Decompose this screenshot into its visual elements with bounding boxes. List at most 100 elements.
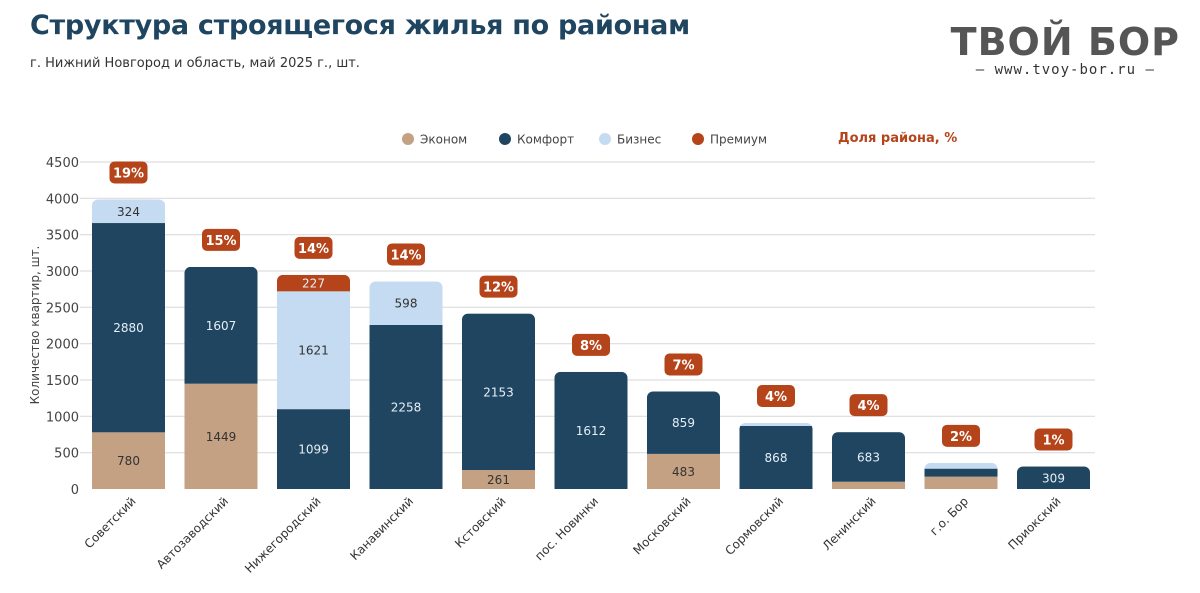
y-tick-label: 500 [54,447,79,462]
share-badge-label: 8% [580,339,602,354]
y-tick-label: 4500 [46,156,79,171]
bar-segment-komfort [277,409,350,489]
bar-stack [739,423,813,489]
y-tick-label: 3000 [46,265,79,280]
y-axis-label: Количество квартир, шт. [28,246,42,405]
bar-segment-econom [184,383,258,489]
logo-main-text: ТВОЙ БОР [950,20,1180,64]
share-badge-label: 2% [950,430,972,445]
share-badge-label: 19% [113,166,144,181]
share-badge-label: 4% [857,399,879,414]
bar-segment-komfort [554,371,628,489]
bar-stack [92,199,165,489]
legend-marker-komfort [499,133,511,145]
bar-value-label: 780 [117,454,140,468]
legend-label-biznes: Бизнес [617,133,661,147]
bar-value-label: 483 [672,465,695,479]
y-tick-label: 1500 [46,374,79,389]
share-badge [664,353,703,376]
x-category-label: Московский [630,494,693,557]
x-category-label: Советский [82,494,139,551]
bar-segment-econom [924,476,998,489]
legend-label-premium: Премиум [710,133,767,147]
share-badge [387,243,425,266]
bar-stack [1017,466,1090,489]
legend-label-komfort: Комфорт [517,133,574,147]
share-badge [757,385,795,408]
bar-value-label: 2153 [483,385,514,399]
share-badge-label: 4% [765,390,787,405]
share-legend-label: Доля района, % [838,131,957,146]
bar-value-label: 1449 [206,430,237,444]
share-badge [572,333,610,356]
x-category-label: Нижегородский [242,494,324,576]
bar-value-label: 1612 [576,424,607,438]
share-badge-label: 1% [1042,434,1064,449]
legend-label-econom: Эконом [420,133,467,147]
logo-url-text: – www.tvoy-bor.ru – [975,62,1155,78]
share-badge-label: 12% [483,281,514,296]
watermark-logo: ТВОЙ БОР – www.tvoy-bor.ru – [951,22,1180,78]
bar-segment-econom [832,481,905,489]
bar-stack [832,432,905,489]
y-tick-label: 2500 [46,301,79,316]
y-tick-label: 0 [71,483,79,498]
x-category-label: Автозаводский [154,494,231,571]
chart-title: Структура строящегося жилья по районам [30,10,690,41]
bar-segment-komfort [184,266,258,384]
bar-value-label: 859 [672,416,695,430]
share-badge-label: 14% [298,242,329,257]
share-badge [109,161,148,184]
x-category-label: Ленинский [820,494,879,553]
share-badge-label: 14% [390,248,421,263]
bar-stack [369,281,443,489]
bar-value-label: 324 [117,205,140,219]
bar-value-label: 1099 [298,443,329,457]
bar-segment-komfort [739,425,813,489]
bar-value-label: 2880 [113,321,144,335]
bar-value-label: 598 [395,297,418,311]
bar-segment-biznes [277,291,350,410]
bar-value-label: 1621 [298,344,329,358]
bar-segment-komfort [1017,466,1090,489]
bar-stack [184,266,258,489]
y-tick-label: 1000 [46,410,79,425]
share-badge-label: 7% [672,358,694,373]
legend-marker-biznes [599,133,611,145]
y-tick-label: 2000 [46,338,79,353]
y-tick-label: 4000 [46,192,79,207]
x-category-label: г.о. Бор [927,494,971,538]
x-category-label: Канавинский [347,494,416,563]
bar-value-label: 868 [765,451,788,465]
bar-segment-komfort [369,324,443,489]
bar-segment-econom [462,470,535,489]
share-badge [202,228,240,251]
x-category-label: Приокский [1005,494,1063,552]
bar-segment-komfort [924,468,998,477]
bar-stack [277,274,350,489]
chart-subtitle: г. Нижний Новгород и область, май 2025 г… [30,56,360,71]
bar-stack [554,371,628,489]
bar-value-label: 1607 [206,319,237,333]
bar-value-label: 309 [1042,471,1065,485]
x-category-label: Кстовский [452,494,509,551]
bar-value-label: 261 [487,473,510,487]
bar-segment-komfort [92,223,165,433]
bar-stack [647,391,720,489]
bar-segment-biznes [739,423,813,426]
x-category-label: Сормовский [722,494,786,558]
share-badge-label: 15% [205,234,236,249]
share-badge [294,236,333,259]
bar-value-label: 683 [857,450,880,464]
bar-segment-komfort [832,432,905,482]
share-badge [849,394,888,417]
share-badge [1034,428,1073,451]
bar-value-label: 2258 [391,400,422,414]
bar-segment-econom [647,453,720,489]
bar-segment-econom [92,432,165,489]
bar-segment-komfort [647,391,720,454]
x-category-label: пос. Новинки [532,494,601,563]
bar-stack [924,462,998,489]
legend-marker-econom [402,133,414,145]
